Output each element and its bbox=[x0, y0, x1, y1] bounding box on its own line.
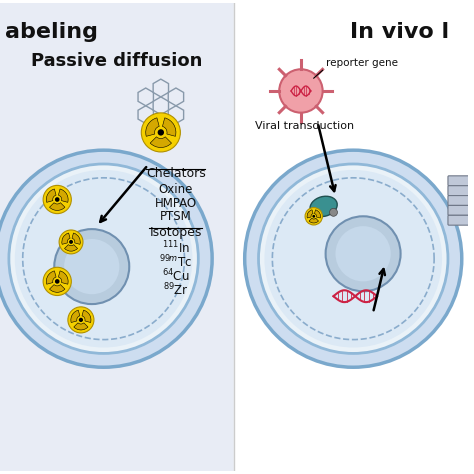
Text: $^{64}$Cu: $^{64}$Cu bbox=[162, 268, 190, 284]
Wedge shape bbox=[307, 210, 313, 218]
Circle shape bbox=[64, 239, 119, 294]
Circle shape bbox=[54, 229, 129, 304]
Circle shape bbox=[9, 164, 198, 354]
Wedge shape bbox=[150, 137, 172, 147]
Circle shape bbox=[69, 240, 73, 244]
Text: $^{111}$In: $^{111}$In bbox=[162, 240, 190, 256]
Circle shape bbox=[158, 129, 164, 136]
Circle shape bbox=[55, 197, 60, 202]
FancyBboxPatch shape bbox=[448, 205, 470, 215]
Circle shape bbox=[279, 69, 323, 113]
Circle shape bbox=[336, 226, 391, 282]
Wedge shape bbox=[46, 271, 56, 284]
FancyBboxPatch shape bbox=[448, 196, 470, 205]
Circle shape bbox=[55, 279, 60, 284]
Text: reporter gene: reporter gene bbox=[326, 58, 398, 68]
Wedge shape bbox=[74, 323, 88, 330]
Wedge shape bbox=[309, 218, 319, 223]
Circle shape bbox=[326, 216, 401, 291]
Wedge shape bbox=[71, 310, 80, 322]
Text: $^{99m}$Tc: $^{99m}$Tc bbox=[159, 254, 192, 270]
FancyBboxPatch shape bbox=[448, 186, 470, 196]
Circle shape bbox=[59, 230, 83, 254]
Wedge shape bbox=[72, 233, 80, 244]
Text: Viral transduction: Viral transduction bbox=[255, 120, 354, 130]
Wedge shape bbox=[62, 233, 70, 244]
FancyBboxPatch shape bbox=[448, 215, 470, 225]
Text: abeling: abeling bbox=[5, 22, 98, 42]
Wedge shape bbox=[163, 118, 176, 137]
FancyBboxPatch shape bbox=[448, 176, 470, 186]
Text: HMPAO: HMPAO bbox=[155, 197, 197, 210]
Bar bbox=[234, 3, 468, 471]
Text: Isotopes: Isotopes bbox=[149, 226, 202, 239]
Wedge shape bbox=[58, 271, 68, 284]
Wedge shape bbox=[82, 310, 91, 322]
Wedge shape bbox=[46, 189, 56, 202]
Circle shape bbox=[312, 215, 315, 218]
Text: PTSM: PTSM bbox=[160, 210, 191, 223]
Circle shape bbox=[43, 267, 72, 295]
Circle shape bbox=[305, 208, 322, 225]
Wedge shape bbox=[146, 118, 159, 137]
Circle shape bbox=[43, 185, 72, 214]
Wedge shape bbox=[64, 245, 78, 251]
Circle shape bbox=[0, 150, 212, 367]
Wedge shape bbox=[58, 189, 68, 202]
Circle shape bbox=[329, 209, 337, 216]
Circle shape bbox=[141, 113, 181, 152]
Bar bbox=[0, 3, 234, 471]
Wedge shape bbox=[49, 203, 65, 210]
Text: Oxine: Oxine bbox=[158, 183, 193, 196]
Circle shape bbox=[264, 170, 442, 347]
Circle shape bbox=[68, 307, 94, 333]
Text: Passive diffusion: Passive diffusion bbox=[31, 52, 202, 70]
Circle shape bbox=[258, 164, 448, 354]
Text: Chelators: Chelators bbox=[146, 167, 206, 180]
Wedge shape bbox=[49, 284, 65, 292]
Wedge shape bbox=[314, 210, 320, 218]
Circle shape bbox=[15, 170, 192, 347]
Text: $^{89}$Zr: $^{89}$Zr bbox=[163, 282, 189, 298]
Text: In vivo l: In vivo l bbox=[350, 22, 449, 42]
Circle shape bbox=[245, 150, 462, 367]
Ellipse shape bbox=[310, 196, 337, 217]
Circle shape bbox=[79, 318, 83, 322]
